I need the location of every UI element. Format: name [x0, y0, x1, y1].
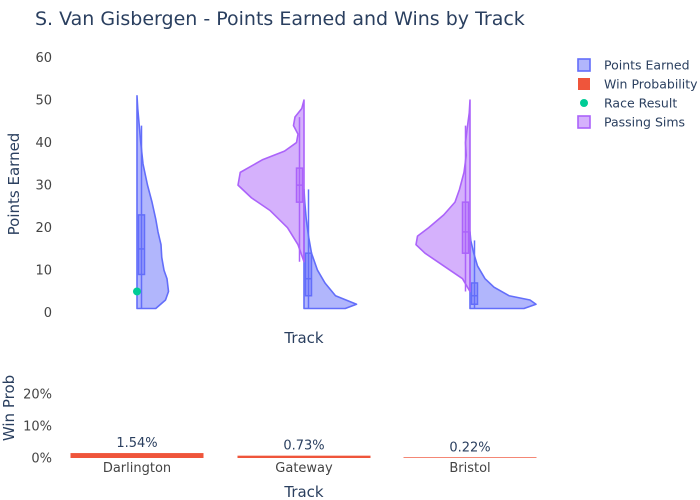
bar-shapes: 1.54% Darlington 0.73% Gateway 0.22% Bristol — [70, 436, 537, 476]
points-earned-violin-bristol — [469, 231, 537, 310]
bar-x-axis-title: Track — [283, 483, 324, 500]
passing-sims-violin-bristol — [415, 99, 471, 293]
violin-box — [304, 252, 313, 297]
bar-y-tick-label: 10% — [23, 420, 52, 435]
bar-y-ticks: 0% 10% 20% — [23, 388, 52, 467]
win-probability-label: 1.54% — [116, 436, 157, 451]
violin-y-tick-label: 60 — [35, 51, 52, 66]
violin-box — [137, 214, 146, 276]
violin-y-tick-label: 50 — [35, 94, 52, 109]
bar-y-tick-label: 0% — [31, 452, 52, 467]
legend-symbol — [580, 99, 588, 107]
legend-label: Points Earned — [604, 58, 690, 73]
bar-y-axis-title: Win Prob — [0, 375, 18, 441]
legend-label: Race Result — [604, 96, 677, 111]
legend-label: Win Probability — [604, 77, 698, 92]
legend[interactable]: Points Earned Win Probability Race Result P… — [577, 58, 698, 130]
win-probability-bar — [70, 453, 204, 458]
violin-x-axis-title: Track — [283, 329, 324, 347]
chart-title: S. Van Gisbergen - Points Earned and Win… — [35, 8, 525, 30]
race-result-point — [133, 287, 141, 296]
bar-x-tick-label: Gateway — [275, 461, 333, 476]
win-probability-label: 0.22% — [449, 440, 490, 455]
legend-symbol — [577, 58, 591, 72]
violin-y-tick-label: 40 — [35, 136, 52, 151]
violin-y-tick-label: 10 — [35, 264, 52, 279]
violin-y-axis-title: Points Earned — [5, 133, 23, 236]
violin-y-ticks: 0 10 20 30 40 50 60 — [35, 51, 52, 321]
win-probability-panel: 0% 10% 20% 1.54% Darlington 0.73% Gateway 0.22… — [0, 375, 537, 500]
violin-y-tick-label: 0 — [44, 306, 52, 321]
violin-shapes — [133, 94, 537, 310]
violin-y-tick-label: 30 — [35, 179, 52, 194]
passing-sims-violin-gateway — [237, 99, 305, 263]
bar-x-tick-label: Bristol — [449, 461, 490, 476]
legend-symbol — [578, 78, 590, 90]
win-probability-label: 0.73% — [283, 439, 324, 454]
legend-symbol — [577, 115, 591, 129]
bar-x-tick-label: Darlington — [103, 461, 171, 476]
bar-y-tick-label: 20% — [23, 388, 52, 403]
win-probability-bar — [403, 457, 537, 458]
violin-box — [461, 201, 470, 254]
violin-panel: 0 10 20 30 40 50 60 Track Points Earned — [5, 51, 537, 347]
win-probability-bar — [237, 455, 371, 458]
violin-box — [470, 282, 479, 305]
violin-y-tick-label: 20 — [35, 221, 52, 236]
legend-label: Passing Sims — [604, 115, 685, 130]
